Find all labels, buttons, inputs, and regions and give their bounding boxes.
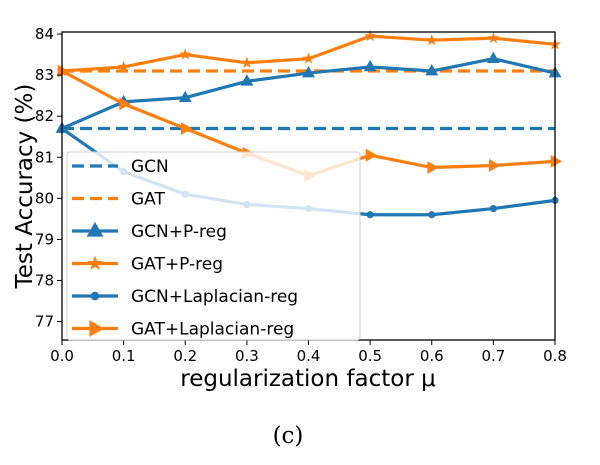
legend-label: GAT+Laplacian-reg	[131, 320, 294, 340]
y-tick-label: 83	[35, 66, 54, 84]
data-point-circle	[489, 204, 497, 213]
data-point-star	[117, 60, 130, 72]
data-point-star	[425, 34, 438, 46]
x-tick-label: 0.5	[358, 347, 382, 365]
y-axis-title: Test Accuracy (%)	[12, 84, 38, 290]
y-axis: 77 78 79 80 81 82 83 84	[35, 25, 62, 331]
y-tick-label: 79	[35, 230, 54, 248]
x-tick-label: 0.0	[50, 347, 74, 365]
data-point-star	[240, 56, 253, 68]
data-point-triangle-right	[119, 97, 131, 111]
x-tick-label: 0.2	[173, 347, 197, 365]
legend-label: GCN+P-reg	[131, 222, 227, 242]
data-point-circle	[428, 211, 436, 219]
y-tick-label: 82	[35, 107, 54, 125]
data-point-triangle	[240, 74, 254, 86]
legend-label: GCN+Laplacian-reg	[131, 287, 298, 307]
data-point-triangle-right	[365, 148, 378, 162]
legend-label: GAT	[131, 190, 165, 210]
data-point-triangle	[302, 66, 315, 78]
data-point-circle	[90, 291, 100, 301]
data-point-triangle-right	[427, 161, 439, 174]
x-tick-label: 0.1	[112, 347, 136, 365]
figure-caption: (c)	[273, 423, 304, 449]
watermark: 知乎 @图子	[503, 434, 572, 450]
y-tick-label: 78	[35, 271, 54, 289]
legend-label: GAT+P-reg	[131, 255, 223, 275]
data-point-triangle	[486, 51, 500, 64]
legend-label: GCN	[131, 157, 169, 177]
data-point-star	[487, 31, 500, 44]
data-point-star	[302, 52, 315, 64]
data-point-circle	[366, 211, 374, 219]
data-point-triangle	[363, 59, 377, 72]
x-axis-title: regularization factor μ	[180, 366, 436, 392]
y-tick-label: 80	[35, 189, 54, 207]
data-point-star	[179, 48, 192, 60]
data-point-star	[87, 255, 103, 271]
legend-box	[66, 151, 361, 341]
x-axis: 0.0 0.1 0.2 0.3 0.4 0.5 0.6 0.7 0.8	[50, 340, 567, 365]
data-point-triangle-right	[550, 154, 562, 168]
data-point-triangle-right	[489, 159, 501, 172]
data-point-triangle-right	[89, 320, 105, 337]
x-tick-label: 0.4	[297, 347, 321, 365]
x-tick-label: 0.3	[235, 347, 259, 365]
legend: GCN GAT GCN+P-reg GAT+P-reg GCN+Laplacian-re…	[66, 151, 361, 341]
data-point-triangle-right	[180, 122, 193, 135]
data-point-triangle	[86, 221, 104, 237]
x-tick-label: 0.7	[481, 347, 505, 365]
data-point-triangle	[425, 64, 439, 76]
data-point-triangle-right	[57, 64, 69, 78]
y-tick-label: 81	[35, 148, 54, 166]
y-tick-label: 84	[35, 25, 54, 43]
data-point-triangle	[178, 90, 192, 103]
x-tick-label: 0.6	[420, 347, 444, 365]
x-tick-label: 0.8	[543, 347, 567, 365]
y-tick-label: 77	[35, 313, 54, 331]
data-point-star	[364, 29, 377, 42]
